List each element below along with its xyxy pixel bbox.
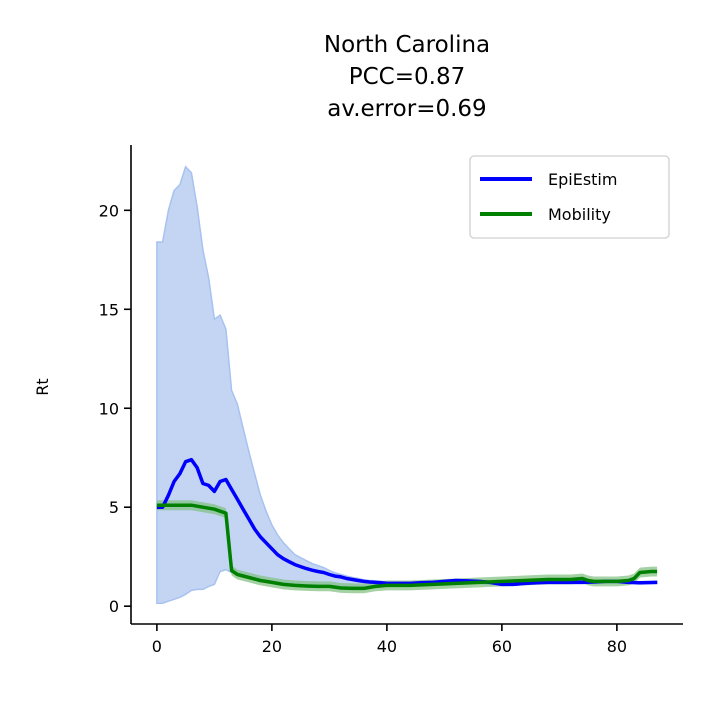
series-lines	[156, 457, 658, 591]
axes: 0 20 40 60 80 0 5 10 15 20	[99, 145, 683, 656]
y-tick-label: 20	[99, 201, 119, 220]
y-tick-label: 0	[109, 597, 119, 616]
legend-frame	[469, 155, 670, 239]
x-tick-label: 20	[262, 637, 282, 656]
chart-title-line-2: PCC=0.87	[349, 64, 465, 90]
legend-label-epiestim: EpiEstim	[548, 170, 617, 189]
chart-title-line-1: North Carolina	[324, 32, 490, 58]
y-tick-label: 10	[99, 399, 119, 418]
x-tick-label: 60	[492, 637, 512, 656]
chart-title-line-3: av.error=0.69	[327, 96, 486, 122]
chart-title: North Carolina PCC=0.87 av.error=0.69	[324, 32, 490, 122]
legend-label-mobility: Mobility	[548, 205, 611, 224]
y-tick-label: 5	[109, 498, 119, 517]
mobility-line	[156, 503, 658, 591]
legend: EpiEstim Mobility	[469, 155, 670, 239]
epiestim-line	[156, 457, 658, 587]
y-axis-label: Rt	[33, 378, 52, 395]
x-tick-label: 80	[607, 637, 627, 656]
y-tick-label: 15	[99, 300, 119, 319]
x-tick-label: 0	[152, 637, 162, 656]
x-tick-label: 40	[377, 637, 397, 656]
